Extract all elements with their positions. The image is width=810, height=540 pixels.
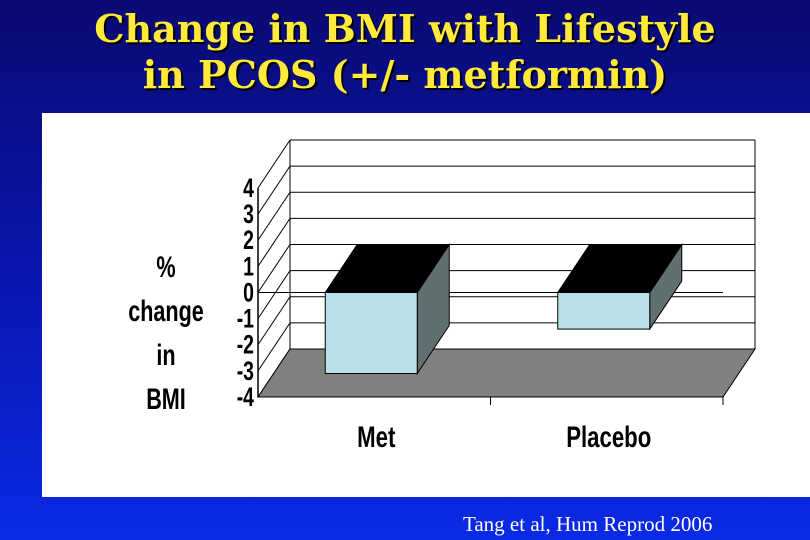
y-tick-label: 1 xyxy=(243,251,254,281)
title-line-1: Change in BMI with Lifestyle xyxy=(94,6,716,51)
side-gridline xyxy=(257,139,291,189)
bar-placebo xyxy=(557,292,651,330)
side-gridline xyxy=(257,270,291,319)
y-axis-label: % change in BMI xyxy=(116,246,217,422)
y-tick-label: -2 xyxy=(237,330,254,360)
side-gridline xyxy=(257,322,291,372)
y-tick-label: 3 xyxy=(243,199,254,229)
y-tick-label: -1 xyxy=(237,304,254,334)
y-axis-label-line-2: BMI xyxy=(146,383,186,416)
x-tick-label-met: Met xyxy=(357,420,395,454)
side-gridline xyxy=(257,244,291,293)
title-line-2: in PCOS (+/- metformin) xyxy=(142,52,668,97)
side-gridline xyxy=(257,296,291,346)
y-axis-label-line-1: % change in xyxy=(128,251,204,372)
y-tick-label: 4 xyxy=(243,173,254,203)
citation: Tang et al, Hum Reprod 2006 xyxy=(463,512,713,536)
y-tick-label: -3 xyxy=(237,356,254,386)
slide-title: Change in BMI with Lifestyle in PCOS (+/… xyxy=(0,6,810,98)
x-tick-label-placebo: Placebo xyxy=(566,420,651,454)
side-gridline xyxy=(257,165,291,215)
y-tick-label: -4 xyxy=(237,382,254,412)
y-tick-label: 0 xyxy=(243,277,254,307)
y-tick-label: 2 xyxy=(243,225,254,255)
side-gridline xyxy=(257,191,291,241)
bar-met xyxy=(324,292,418,374)
side-gridline xyxy=(257,218,291,267)
